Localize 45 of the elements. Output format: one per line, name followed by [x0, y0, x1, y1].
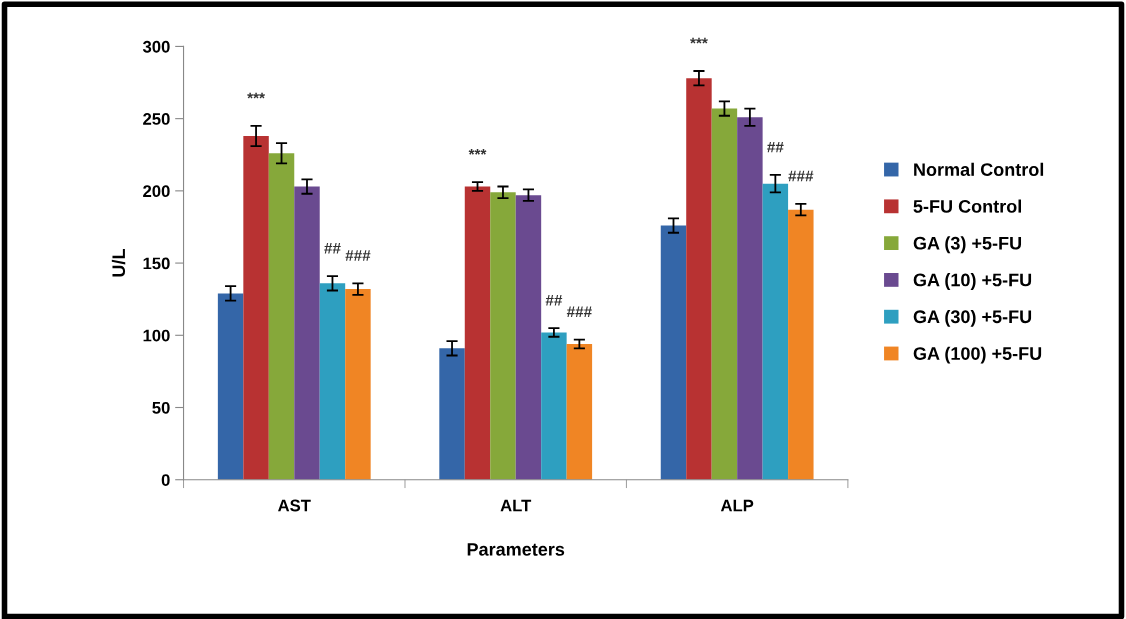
bar — [490, 192, 516, 480]
bar — [737, 117, 763, 480]
y-tick-label: 100 — [143, 329, 170, 342]
x-tick-label: ALT — [500, 499, 532, 512]
y-tick-label: 150 — [143, 257, 170, 270]
bar — [439, 348, 465, 480]
bar — [217, 293, 244, 480]
bar — [762, 183, 789, 480]
data-label: *** — [468, 149, 487, 155]
bar — [515, 195, 542, 480]
data-label: *** — [690, 37, 708, 44]
bar — [788, 209, 814, 480]
data-label: ### — [788, 170, 814, 182]
legend-label: GA (100) +5-FU — [913, 346, 1042, 364]
legend-label: GA (10) +5-FU — [913, 273, 1032, 290]
y-tick-label: 0 — [161, 474, 170, 486]
y-tick-label: 200 — [143, 185, 170, 198]
bar — [319, 283, 346, 480]
data-label: ### — [345, 250, 371, 261]
y-tick-label: 250 — [143, 113, 170, 125]
bar — [345, 289, 371, 480]
legend-label: GA (30) +5-FU — [913, 309, 1032, 327]
x-tick-label: ALP — [720, 499, 754, 512]
x-axis-title: Parameters — [467, 543, 565, 556]
bar — [711, 108, 738, 480]
y-tick-label: 300 — [142, 40, 170, 53]
x-tick-label: AST — [278, 499, 311, 512]
data-label: *** — [247, 92, 265, 99]
y-axis-title: U/L — [111, 249, 126, 277]
bar — [566, 343, 593, 480]
y-tick-label: 50 — [152, 401, 170, 414]
legend-label: 5-FU Control — [913, 199, 1021, 213]
data-label: ### — [566, 306, 592, 318]
data-label: ## — [767, 141, 784, 153]
data-label: ## — [545, 295, 563, 306]
bar — [660, 225, 687, 480]
bar — [686, 78, 712, 480]
legend-label: GA (3) +5-FU — [913, 236, 1022, 254]
bar — [243, 135, 269, 480]
data-label: ## — [324, 243, 341, 254]
legend-label: Normal Control — [914, 162, 1044, 176]
bar — [294, 186, 320, 480]
bar — [464, 186, 491, 480]
bar — [541, 332, 567, 480]
bar — [268, 153, 295, 480]
